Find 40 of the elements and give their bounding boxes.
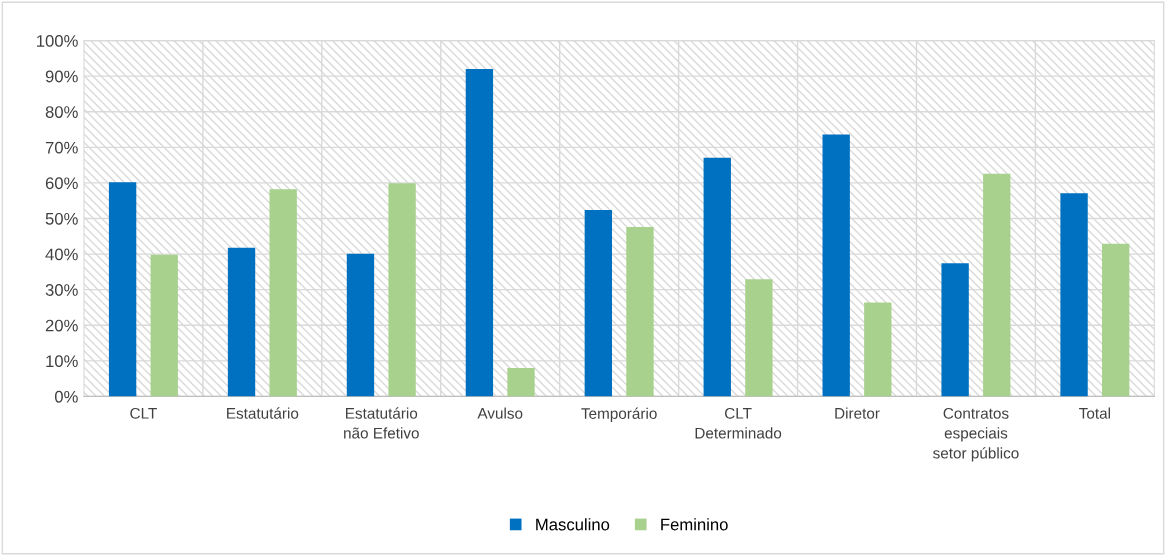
x-tick-label: CLT bbox=[130, 407, 157, 419]
y-tick-label: 30% bbox=[45, 284, 78, 296]
y-tick-label: 20% bbox=[45, 319, 78, 332]
x-tick-label: CLT Determinado bbox=[695, 407, 782, 439]
bar bbox=[983, 173, 1011, 397]
bar bbox=[1102, 243, 1130, 397]
x-tick-label: Estatutário bbox=[227, 407, 299, 419]
bar bbox=[626, 227, 654, 397]
bar bbox=[227, 247, 256, 397]
legend-label: Feminino bbox=[661, 518, 728, 531]
x-tick-label: Total bbox=[1079, 407, 1110, 419]
bar bbox=[465, 69, 494, 397]
bar bbox=[703, 157, 731, 397]
y-tick-label: 80% bbox=[45, 106, 78, 118]
bar bbox=[584, 209, 613, 397]
legend-label: Masculino bbox=[536, 518, 610, 531]
bar bbox=[822, 134, 850, 397]
x-tick-label: Temporário bbox=[581, 407, 657, 422]
bar bbox=[150, 254, 178, 397]
y-tick-label: 60% bbox=[45, 177, 78, 190]
bar bbox=[1060, 193, 1088, 397]
bar bbox=[388, 183, 416, 397]
bar bbox=[269, 189, 297, 397]
bar bbox=[507, 367, 535, 397]
x-tick-label: Avulso bbox=[477, 407, 523, 419]
y-tick-label: 70% bbox=[45, 141, 78, 154]
bar bbox=[941, 263, 969, 397]
x-tick-label: Estatutário não Efetivo bbox=[344, 407, 419, 439]
bar bbox=[346, 253, 375, 397]
y-tick-label: 50% bbox=[45, 212, 78, 225]
bar bbox=[745, 279, 773, 397]
bar bbox=[108, 182, 137, 397]
y-tick-label: 90% bbox=[45, 70, 78, 83]
y-tick-label: 10% bbox=[46, 355, 78, 368]
y-tick-label: 100% bbox=[37, 34, 78, 47]
x-tick-label: Contratos especiais setor público bbox=[933, 407, 1019, 462]
x-tick-label: Diretor bbox=[835, 407, 880, 419]
y-tick-label: 40% bbox=[45, 248, 78, 261]
bar bbox=[864, 302, 892, 397]
y-tick-label: 0% bbox=[54, 390, 78, 403]
